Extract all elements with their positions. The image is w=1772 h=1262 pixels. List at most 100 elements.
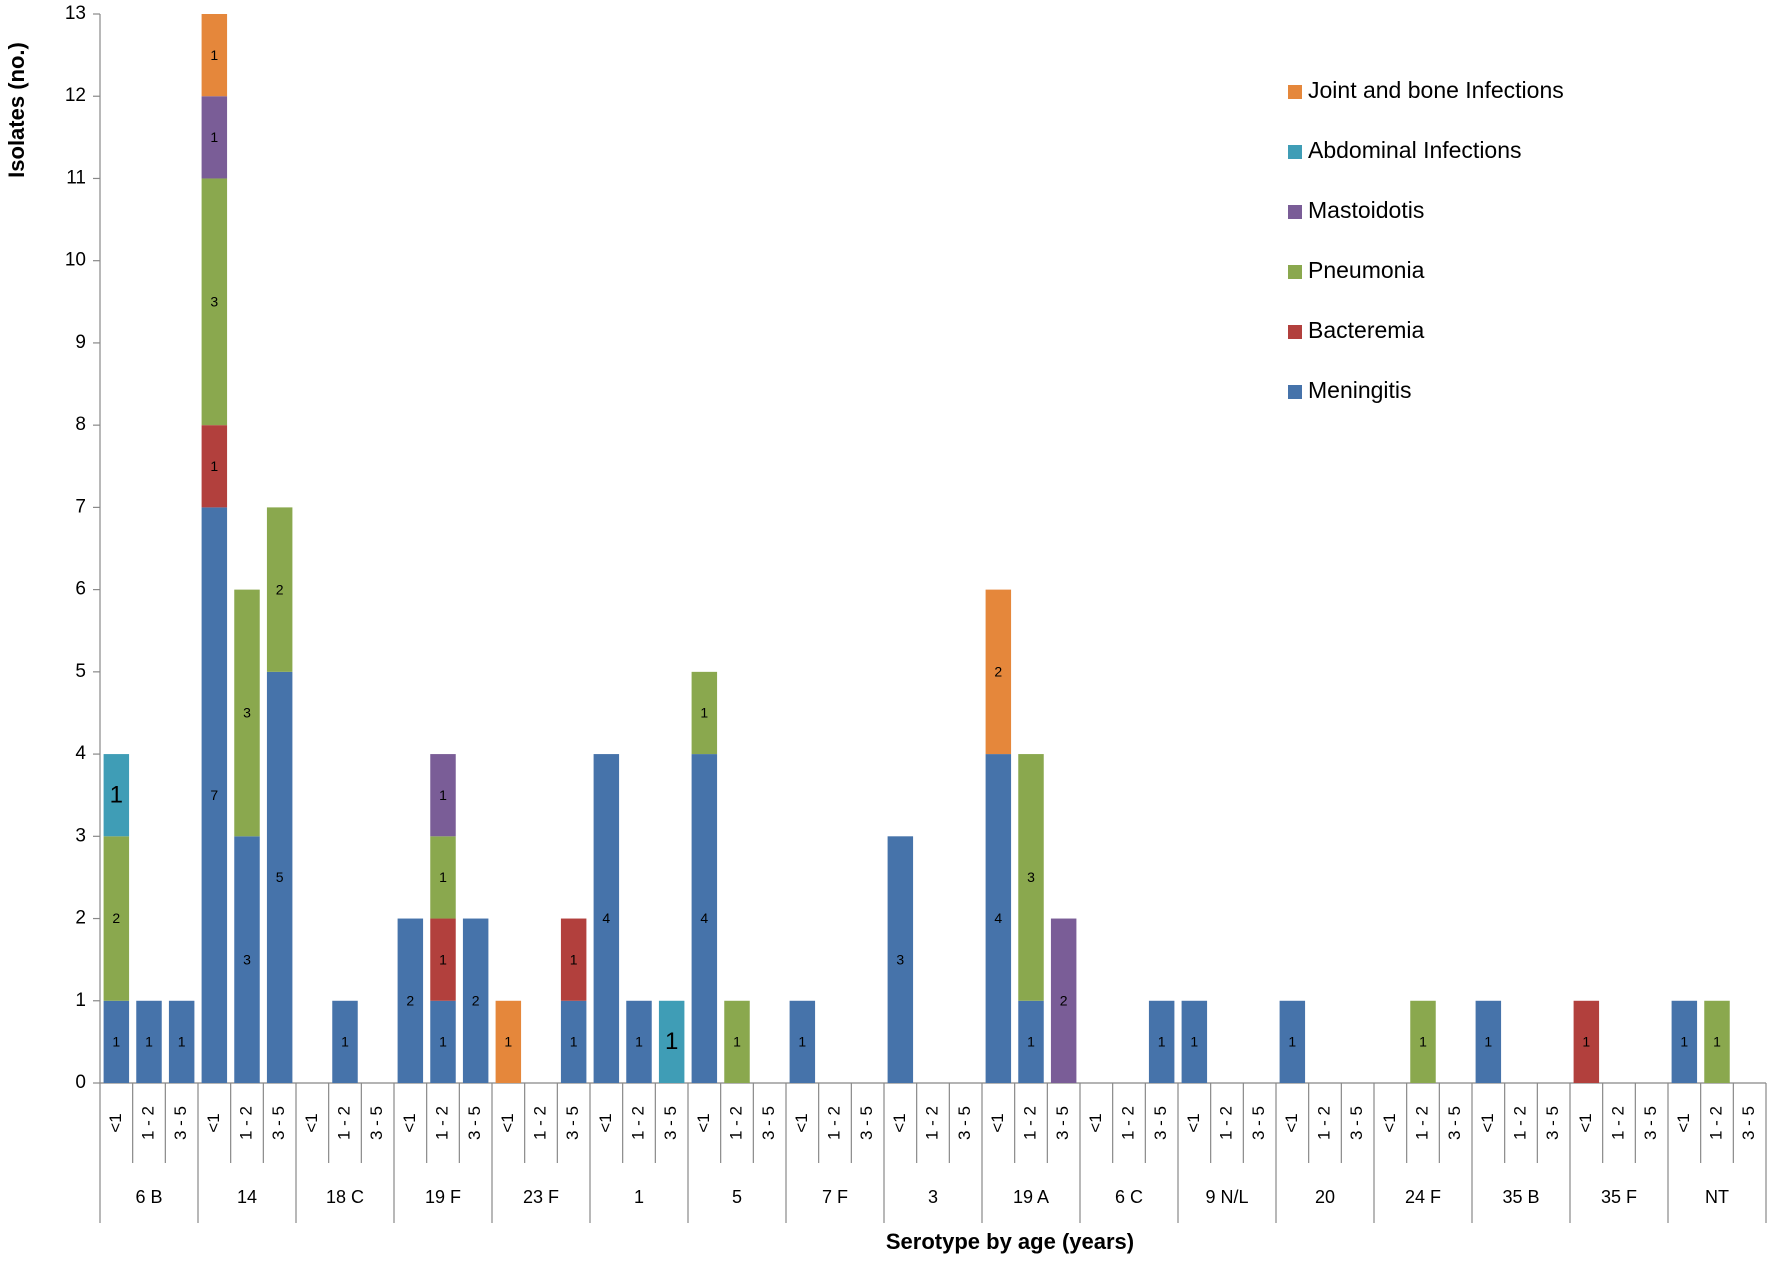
group-label: 9 N/L [1205, 1187, 1248, 1207]
bar-segment [201, 14, 228, 97]
x-tick-label: <1 [400, 1113, 419, 1132]
bar-segment [1181, 1000, 1208, 1083]
bar-segment [136, 1000, 162, 1083]
legend-swatch [1288, 85, 1302, 99]
bar-segment [234, 589, 260, 837]
value-label: 7 [210, 787, 218, 803]
bar-segment [724, 1000, 750, 1083]
bar-segment [462, 918, 489, 1083]
value-label: 1 [178, 1034, 186, 1050]
y-tick-label: 9 [75, 332, 86, 353]
x-tick-label: 3 - 5 [1053, 1106, 1072, 1140]
group-label: 7 F [822, 1187, 848, 1207]
x-tick-label: 1 - 2 [530, 1106, 549, 1140]
x-tick-label: 3 - 5 [759, 1106, 778, 1140]
value-label: 1 [145, 1034, 153, 1050]
x-tick-label: <1 [1086, 1113, 1105, 1132]
bar-segment [593, 754, 620, 1083]
bar-segment [1704, 1000, 1730, 1083]
legend-label: Abdominal Infections [1308, 137, 1522, 163]
x-tick-label: 1 - 2 [922, 1106, 941, 1140]
bar-segment [985, 589, 1012, 755]
group-label: 23 F [523, 1187, 559, 1207]
legend-label: Bacteremia [1308, 317, 1425, 343]
value-label: 1 [570, 1034, 578, 1050]
bar-segment [1018, 1000, 1044, 1083]
y-tick-label: 4 [75, 743, 86, 764]
legend-label: Joint and bone Infections [1308, 77, 1564, 103]
bar-segment [430, 1000, 456, 1083]
value-label: 1 [504, 1034, 512, 1050]
x-tick-label: 3 - 5 [1347, 1106, 1366, 1140]
group-label: 1 [634, 1187, 644, 1207]
bar-segment [1671, 1000, 1698, 1083]
y-tick-label: 0 [75, 1072, 86, 1093]
value-label: 1 [570, 951, 578, 967]
y-tick-label: 6 [75, 579, 86, 600]
value-label: 2 [1060, 992, 1068, 1008]
group-label: 19 F [425, 1187, 461, 1207]
bar-segment [560, 918, 587, 1001]
group-label: 5 [732, 1187, 742, 1207]
bar-segment [560, 1000, 587, 1083]
x-axis-title: Serotype by age (years) [886, 1229, 1134, 1254]
value-label: 1 [210, 129, 218, 145]
y-tick-label: 3 [75, 825, 86, 846]
bar-segment [332, 1000, 358, 1083]
x-tick-label: <1 [988, 1113, 1007, 1132]
value-label: 4 [700, 910, 708, 926]
value-label: 1 [439, 869, 447, 885]
value-label: 1 [210, 458, 218, 474]
x-tick-label: <1 [106, 1113, 125, 1132]
value-label: 1 [1713, 1034, 1721, 1050]
x-tick-label: 3 - 5 [661, 1106, 680, 1140]
y-tick-label: 7 [75, 496, 86, 517]
bar-segment [168, 1000, 195, 1083]
x-tick-label: 3 - 5 [465, 1106, 484, 1140]
bar-segment [430, 754, 456, 837]
value-label: 1 [1288, 1034, 1296, 1050]
value-label: 1 [1190, 1034, 1198, 1050]
x-tick-label: <1 [1380, 1113, 1399, 1132]
y-tick-label: 8 [75, 414, 86, 435]
x-tick-label: 1 - 2 [138, 1106, 157, 1140]
legend-label: Pneumonia [1308, 257, 1425, 283]
value-label: 1 [635, 1034, 643, 1050]
y-tick-label: 1 [75, 990, 86, 1011]
group-label: 6 B [135, 1187, 162, 1207]
value-label: 1 [1582, 1034, 1590, 1050]
x-tick-label: <1 [204, 1113, 223, 1132]
bar-segment [1279, 1000, 1306, 1083]
value-label: 3 [896, 951, 904, 967]
legend-swatch [1288, 385, 1302, 399]
x-tick-label: <1 [1674, 1113, 1693, 1132]
group-label: NT [1705, 1187, 1729, 1207]
x-tick-label: 1 - 2 [726, 1106, 745, 1140]
value-label: 4 [994, 910, 1002, 926]
bar-segment [1475, 1000, 1502, 1083]
x-tick-label: 1 - 2 [628, 1106, 647, 1140]
value-label: 1 [665, 1028, 678, 1055]
x-tick-label: <1 [1282, 1113, 1301, 1132]
group-label: 6 C [1115, 1187, 1143, 1207]
bar-segment [266, 507, 293, 672]
value-label: 1 [733, 1034, 741, 1050]
legend-swatch [1288, 205, 1302, 219]
group-label: 35 F [1601, 1187, 1637, 1207]
bar-segment [1573, 1000, 1600, 1083]
value-label: 3 [243, 951, 251, 967]
x-tick-label: 1 - 2 [1706, 1106, 1725, 1140]
x-tick-label: <1 [890, 1113, 909, 1132]
value-label: 1 [1158, 1034, 1166, 1050]
bar-segment [430, 836, 456, 919]
y-tick-label: 11 [66, 167, 86, 188]
value-label: 2 [406, 992, 414, 1008]
x-tick-label: 3 - 5 [1739, 1106, 1758, 1140]
value-label: 1 [112, 1034, 120, 1050]
value-label: 2 [276, 581, 284, 597]
value-label: 1 [1027, 1034, 1035, 1050]
value-label: 1 [798, 1034, 806, 1050]
bar-segment [626, 1000, 652, 1083]
bar-segment [103, 836, 130, 1001]
